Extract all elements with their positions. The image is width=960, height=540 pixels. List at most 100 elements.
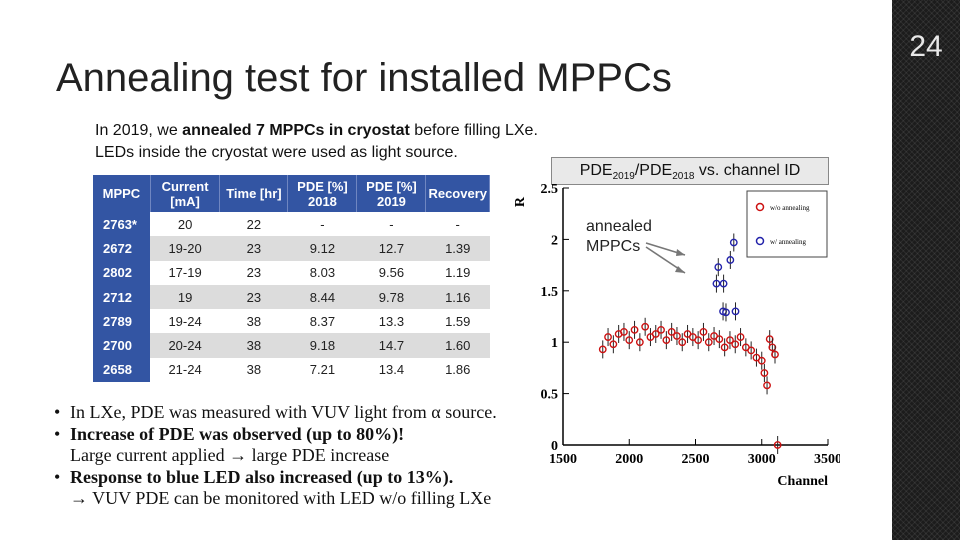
chart-title-sub-2019: 2019 bbox=[612, 171, 635, 183]
table-row: 2658 21-24 38 7.21 13.4 1.86 bbox=[93, 357, 490, 383]
chart-title-sub-2018: 2018 bbox=[672, 171, 695, 183]
cell-pde-2019: 14.7 bbox=[356, 333, 426, 358]
header-recovery: Recovery bbox=[425, 175, 490, 212]
chart-title-main: PDE bbox=[579, 162, 613, 179]
y-axis-label: R bbox=[513, 196, 528, 207]
intro-line-1-end: before filling LXe. bbox=[409, 122, 538, 139]
data-point bbox=[731, 340, 740, 349]
annotation-arrowhead bbox=[675, 266, 685, 273]
cell-pde-2018: 8.03 bbox=[287, 260, 357, 285]
y-tick-label: 0 bbox=[551, 439, 558, 454]
cell-pde-2018: 9.12 bbox=[287, 236, 357, 261]
x-tick-label: 3500 bbox=[814, 452, 840, 467]
data-point bbox=[773, 441, 782, 449]
data-point bbox=[667, 328, 676, 336]
y-tick-label: 1 bbox=[551, 336, 558, 351]
cell-mppc: 2789 bbox=[93, 309, 151, 334]
bullet-dot: • bbox=[54, 402, 61, 422]
header-current: Current [mA] bbox=[150, 175, 221, 212]
table-header-row: MPPC Current [mA] Time [hr] PDE [%] 2018… bbox=[93, 175, 490, 212]
data-point bbox=[760, 369, 769, 377]
annealing-table: MPPC Current [mA] Time [hr] PDE [%] 2018… bbox=[93, 175, 490, 383]
bullet-dot: • bbox=[54, 466, 61, 487]
chart-title-box: PDE2019/PDE2018 vs. channel ID bbox=[551, 157, 829, 185]
cell-time: 23 bbox=[219, 284, 288, 310]
bullet-item: • Response to blue LED also increased (up… bbox=[52, 467, 532, 489]
data-point bbox=[768, 343, 777, 352]
cell-current: 19 bbox=[150, 284, 220, 310]
header-pde-2018: PDE [%] 2018 bbox=[287, 175, 358, 212]
data-point bbox=[620, 328, 628, 336]
data-point bbox=[662, 336, 671, 345]
data-point bbox=[598, 345, 607, 354]
table-row: 2789 19-24 38 8.37 13.3 1.59 bbox=[93, 309, 490, 334]
cell-pde-2019: 9.56 bbox=[356, 260, 426, 285]
table-row: 2700 20-24 38 9.18 14.7 1.60 bbox=[93, 333, 490, 358]
legend-label: w/ annealing bbox=[770, 238, 806, 246]
cell-time: 38 bbox=[219, 357, 288, 383]
table-row: 2672 19-20 23 9.12 12.7 1.39 bbox=[93, 236, 490, 261]
cell-mppc: 2672 bbox=[93, 236, 151, 261]
data-point bbox=[673, 332, 681, 340]
data-point bbox=[719, 279, 728, 288]
table-row: 2763* 20 22 - - - bbox=[93, 212, 490, 237]
data-point bbox=[604, 333, 612, 341]
cell-mppc: 2658 bbox=[93, 357, 151, 383]
cell-pde-2019: 12.7 bbox=[356, 236, 426, 261]
legend-box bbox=[746, 190, 828, 258]
cell-recovery: 1.60 bbox=[425, 333, 490, 358]
cell-current: 19-20 bbox=[150, 236, 220, 261]
x-tick-label: 1500 bbox=[549, 452, 577, 467]
data-point bbox=[678, 338, 687, 347]
y-tick-label: 2.5 bbox=[541, 183, 559, 197]
data-point bbox=[625, 336, 634, 345]
data-point bbox=[726, 256, 735, 264]
data-point bbox=[694, 336, 703, 345]
bullet-text: Large current applied → large PDE increa… bbox=[70, 445, 390, 465]
data-point bbox=[722, 308, 730, 317]
cell-pde-2019: 13.3 bbox=[356, 309, 426, 334]
data-point bbox=[747, 346, 756, 355]
data-point bbox=[704, 338, 713, 347]
cell-pde-2018: 8.44 bbox=[287, 284, 357, 310]
legend-marker bbox=[755, 202, 765, 212]
cell-mppc: 2763* bbox=[93, 212, 151, 237]
annotation-text: annealed bbox=[586, 218, 652, 235]
ratio-scatter-plot: 1500 2000 2500 3000 3500 0 0.5 1 1.5 2 2.5 Channel R… bbox=[513, 183, 840, 489]
intro-text: In 2019, we annealed 7 MPPCs in cryostat… bbox=[95, 120, 538, 164]
data-point bbox=[715, 335, 724, 344]
cell-pde-2019: - bbox=[356, 212, 426, 237]
slide-title: Annealing test for installed MPPCs bbox=[56, 56, 672, 100]
header-pde-2019: PDE [%] 2019 bbox=[356, 175, 427, 212]
cell-time: 23 bbox=[219, 236, 288, 261]
cell-current: 21-24 bbox=[150, 357, 220, 383]
x-tick-label: 2500 bbox=[682, 452, 710, 467]
bullet-text-bold: Response to blue LED also increased (up … bbox=[70, 466, 454, 487]
cell-mppc: 2802 bbox=[93, 260, 151, 285]
intro-line-1-start: In 2019, we bbox=[95, 122, 183, 139]
data-point bbox=[641, 322, 650, 331]
data-point bbox=[726, 336, 734, 345]
cell-pde-2018: 7.21 bbox=[287, 357, 357, 383]
table-row: 2712 19 23 8.44 9.78 1.16 bbox=[93, 284, 490, 310]
cell-recovery: 1.86 bbox=[425, 357, 490, 383]
cell-recovery: - bbox=[425, 212, 490, 237]
data-point bbox=[757, 356, 766, 365]
cell-pde-2018: - bbox=[287, 212, 357, 237]
intro-line-2: LEDs inside the cryostat were used as li… bbox=[95, 144, 458, 161]
bullet-dot: • bbox=[54, 423, 61, 444]
data-point bbox=[736, 333, 745, 341]
cell-recovery: 1.16 bbox=[425, 284, 490, 310]
y-tick-label: 0.5 bbox=[541, 388, 559, 403]
y-tick-label: 1.5 bbox=[541, 285, 559, 300]
data-point bbox=[763, 381, 771, 390]
bullet-item: • In LXe, PDE was measured with VUV light… bbox=[52, 402, 532, 424]
decorative-sidebar bbox=[892, 0, 960, 540]
intro-line-1: In 2019, we annealed 7 MPPCs in cryostat… bbox=[95, 120, 538, 142]
cell-pde-2018: 9.18 bbox=[287, 333, 357, 358]
legend-marker bbox=[755, 236, 765, 246]
data-point bbox=[771, 350, 779, 359]
cell-pde-2018: 8.37 bbox=[287, 309, 357, 334]
cell-recovery: 1.59 bbox=[425, 309, 490, 334]
cell-time: 38 bbox=[219, 333, 288, 358]
